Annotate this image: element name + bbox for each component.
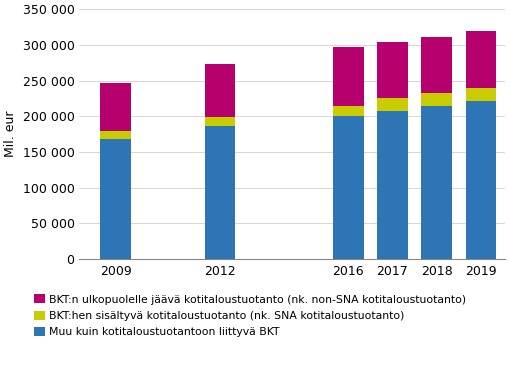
- Bar: [205, 64, 235, 117]
- Bar: [333, 105, 363, 115]
- Bar: [421, 105, 452, 259]
- Bar: [466, 88, 496, 101]
- Bar: [205, 117, 235, 125]
- Bar: [205, 125, 235, 259]
- Y-axis label: Mil. eur: Mil. eur: [4, 111, 17, 157]
- Bar: [100, 83, 131, 131]
- Bar: [100, 139, 131, 259]
- Bar: [333, 47, 363, 105]
- Bar: [466, 101, 496, 259]
- Bar: [377, 98, 408, 111]
- Bar: [100, 131, 131, 139]
- Bar: [377, 42, 408, 98]
- Bar: [377, 111, 408, 259]
- Bar: [421, 37, 452, 93]
- Bar: [466, 31, 496, 88]
- Bar: [421, 93, 452, 105]
- Legend: BKT:n ulkopuolelle jäävä kotitaloustuotanto (nk. non-SNA kotitaloustuotanto), BK: BKT:n ulkopuolelle jäävä kotitaloustuota…: [34, 295, 466, 337]
- Bar: [333, 115, 363, 259]
